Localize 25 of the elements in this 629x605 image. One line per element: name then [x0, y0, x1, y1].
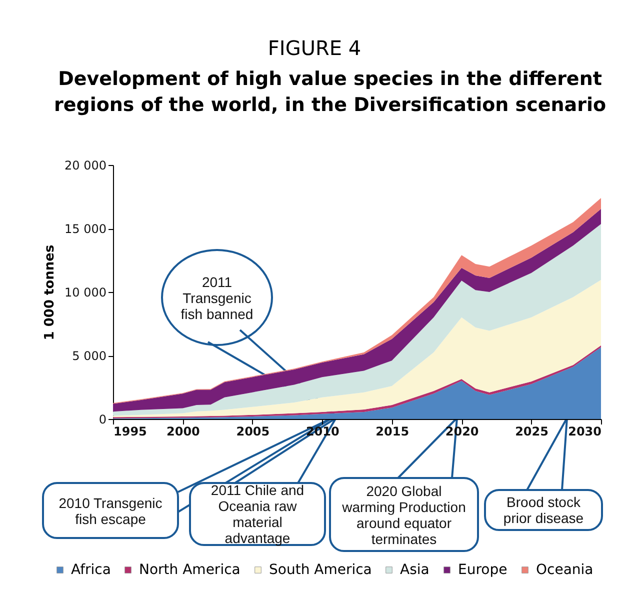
x-tick-label: 2025 — [515, 424, 548, 438]
x-tick-label: 2030 — [568, 424, 602, 438]
legend-label: Europe — [458, 562, 508, 578]
y-tick-label: 0 — [98, 412, 106, 426]
x-tick-label: 2005 — [236, 424, 270, 438]
text: 2010 Transgenic fish escape — [58, 494, 164, 526]
x-tick-label: 2015 — [376, 424, 410, 438]
annotation: 2011 Transgenic fish banned — [180, 274, 254, 322]
chart-subtitle: Development of high value species in the different regions of the world, in the Diversification scenario — [52, 67, 608, 118]
text: Brood stock prior disease — [502, 494, 585, 526]
y-tick-label: 10 000 — [64, 286, 106, 300]
y-tick-label: 20 000 — [64, 158, 106, 172]
chart-title: FIGURE 4 — [266, 36, 362, 60]
legend-label: Asia — [400, 562, 430, 578]
text: 2011 Chile and Oceania raw material advantage — [210, 482, 306, 546]
y-axis-title: 1 000 tonnes — [42, 244, 58, 340]
y-tick-label: 5 000 — [72, 349, 106, 363]
text: 2020 Global warming Production around equator terminates — [341, 482, 467, 546]
legend-label: Africa — [71, 562, 111, 578]
y-tick-label: 15 000 — [64, 222, 106, 236]
x-tick-label: 1995 — [114, 424, 147, 438]
legend-label: North America — [139, 562, 240, 578]
legend-label: Oceania — [536, 562, 594, 578]
legend-label: South America — [269, 562, 372, 578]
x-tick-label: 2000 — [166, 424, 200, 438]
